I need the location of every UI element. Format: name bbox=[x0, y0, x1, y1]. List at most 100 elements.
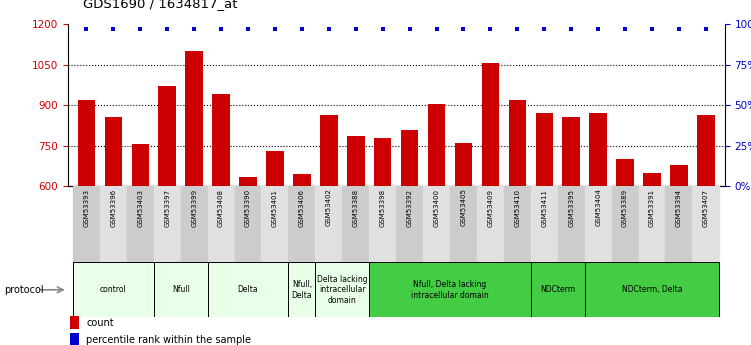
Bar bbox=[104, 117, 122, 345]
Bar bbox=[369, 262, 531, 317]
Bar bbox=[73, 262, 154, 317]
Bar bbox=[234, 186, 261, 262]
Bar bbox=[481, 63, 499, 345]
Text: GSM53402: GSM53402 bbox=[326, 189, 332, 226]
Bar bbox=[185, 51, 203, 345]
Point bbox=[430, 26, 442, 32]
Point bbox=[646, 26, 658, 32]
Bar bbox=[692, 186, 719, 262]
Point bbox=[538, 26, 550, 32]
Text: GSM53399: GSM53399 bbox=[192, 189, 198, 227]
Bar bbox=[73, 186, 100, 262]
Text: GSM53409: GSM53409 bbox=[487, 189, 493, 227]
Text: percentile rank within the sample: percentile rank within the sample bbox=[86, 335, 252, 345]
Bar bbox=[261, 186, 288, 262]
Point bbox=[80, 26, 92, 32]
Bar bbox=[131, 145, 149, 345]
Bar bbox=[697, 115, 715, 345]
Text: protocol: protocol bbox=[4, 285, 44, 295]
Bar bbox=[423, 186, 450, 262]
Text: GSM53392: GSM53392 bbox=[406, 189, 412, 227]
Bar bbox=[562, 117, 580, 345]
Point bbox=[457, 26, 469, 32]
Bar bbox=[508, 100, 526, 345]
Text: Nfull, Delta lacking
intracellular domain: Nfull, Delta lacking intracellular domai… bbox=[411, 280, 489, 299]
Bar bbox=[401, 129, 418, 345]
Bar bbox=[454, 142, 472, 345]
Point bbox=[403, 26, 415, 32]
Bar bbox=[207, 186, 234, 262]
Point bbox=[700, 26, 712, 32]
Bar bbox=[374, 138, 391, 345]
Point bbox=[350, 26, 362, 32]
Bar bbox=[347, 136, 364, 345]
Bar bbox=[504, 186, 531, 262]
Bar bbox=[397, 186, 423, 262]
Point bbox=[269, 26, 281, 32]
Bar bbox=[127, 186, 154, 262]
Bar bbox=[665, 186, 692, 262]
Text: GSM53394: GSM53394 bbox=[676, 189, 682, 227]
Bar bbox=[670, 165, 688, 345]
Bar bbox=[315, 186, 342, 262]
Text: GDS1690 / 1634817_at: GDS1690 / 1634817_at bbox=[83, 0, 237, 10]
Text: GSM53408: GSM53408 bbox=[218, 189, 224, 227]
Text: Nfull: Nfull bbox=[172, 285, 190, 294]
Bar bbox=[477, 186, 504, 262]
Bar bbox=[154, 186, 181, 262]
Bar bbox=[585, 186, 611, 262]
Point bbox=[323, 26, 335, 32]
Text: GSM53389: GSM53389 bbox=[622, 189, 628, 227]
Point bbox=[511, 26, 523, 32]
Point bbox=[619, 26, 631, 32]
Text: Delta lacking
intracellular
domain: Delta lacking intracellular domain bbox=[317, 275, 367, 305]
Bar bbox=[590, 113, 607, 345]
Point bbox=[592, 26, 604, 32]
Bar bbox=[213, 95, 230, 345]
Bar bbox=[531, 262, 585, 317]
Text: GSM53411: GSM53411 bbox=[541, 189, 547, 227]
Text: GSM53390: GSM53390 bbox=[245, 189, 251, 227]
Point bbox=[377, 26, 389, 32]
Bar bbox=[154, 262, 207, 317]
Bar bbox=[531, 186, 558, 262]
Bar bbox=[158, 86, 176, 345]
Point bbox=[673, 26, 685, 32]
Point bbox=[161, 26, 173, 32]
Bar bbox=[288, 186, 315, 262]
Point bbox=[189, 26, 201, 32]
Point bbox=[134, 26, 146, 32]
Text: NDCterm: NDCterm bbox=[540, 285, 575, 294]
Bar bbox=[617, 159, 634, 345]
Bar bbox=[100, 186, 127, 262]
Bar bbox=[638, 186, 665, 262]
Point bbox=[107, 26, 119, 32]
Bar bbox=[428, 104, 445, 345]
Text: GSM53396: GSM53396 bbox=[110, 189, 116, 227]
Text: NDCterm, Delta: NDCterm, Delta bbox=[622, 285, 682, 294]
Text: GSM53406: GSM53406 bbox=[299, 189, 305, 227]
Text: GSM53410: GSM53410 bbox=[514, 189, 520, 227]
Bar bbox=[450, 186, 477, 262]
Text: GSM53397: GSM53397 bbox=[164, 189, 170, 227]
Text: Nfull,
Delta: Nfull, Delta bbox=[291, 280, 312, 299]
Bar bbox=[369, 186, 397, 262]
Bar bbox=[644, 173, 661, 345]
Bar bbox=[320, 115, 338, 345]
Bar bbox=[558, 186, 585, 262]
Text: GSM53400: GSM53400 bbox=[433, 189, 439, 227]
Text: GSM53388: GSM53388 bbox=[353, 189, 359, 227]
Bar bbox=[266, 151, 284, 345]
Text: GSM53404: GSM53404 bbox=[595, 189, 601, 226]
Bar bbox=[611, 186, 638, 262]
Bar bbox=[207, 262, 288, 317]
Bar bbox=[77, 100, 95, 345]
Text: control: control bbox=[100, 285, 127, 294]
Text: Delta: Delta bbox=[238, 285, 258, 294]
Text: count: count bbox=[86, 318, 114, 327]
Bar bbox=[342, 186, 369, 262]
Point bbox=[242, 26, 254, 32]
Text: GSM53398: GSM53398 bbox=[380, 189, 386, 227]
Bar bbox=[585, 262, 719, 317]
Point bbox=[484, 26, 496, 32]
